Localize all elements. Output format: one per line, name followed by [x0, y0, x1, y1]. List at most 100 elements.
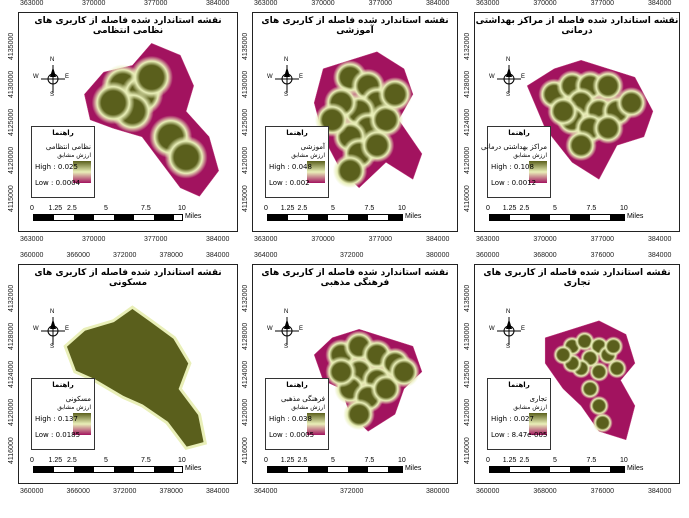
bottom-tick-label: 370000 — [533, 236, 557, 243]
legend-title: راهنما — [286, 381, 308, 390]
left-tick-label: 4124000 — [242, 360, 249, 388]
scale-tick-label: 5 — [104, 205, 108, 212]
scale-tick-label: 1.25 — [280, 457, 295, 464]
left-tick-label: 4120000 — [242, 146, 249, 174]
scale-tick-label: 2.5 — [67, 457, 77, 464]
scale-tick-label: 7.5 — [586, 205, 597, 212]
legend-layer-name: مراکز بهداشتی درمانی — [481, 143, 547, 152]
scale-tick-label: 1.25 — [502, 205, 517, 212]
scale-tick-label: 0 — [30, 457, 34, 464]
scale-tick-label: 0 — [264, 457, 268, 464]
legend-layer-name: تجاری — [529, 395, 547, 404]
bottom-tick-label: 370000 — [311, 236, 335, 243]
left-tick-label: 4116000 — [8, 437, 15, 464]
legend-title: راهنما — [286, 129, 308, 138]
map-title: نقشه استاندارد شده فاصله از مراکز بهداشت… — [475, 16, 679, 36]
compass-n-label: N — [50, 309, 55, 315]
scale-bar: 0 1.25 2.5 5 7.5 10 Miles — [264, 205, 441, 225]
bottom-tick-label: 364000 — [254, 488, 278, 495]
legend-color-ramp — [307, 161, 325, 184]
scale-tick-label: 0 — [486, 205, 490, 212]
scale-bar: 0 1.25 2.5 5 7.5 10 Miles — [30, 457, 221, 477]
scale-tick-label: 10 — [178, 205, 186, 212]
map-legend: راهنما تجاری ارزش مشابق High : 0.027 Low : 8… — [487, 378, 551, 451]
left-tick-label: 4130000 — [464, 322, 471, 350]
top-tick-label: 363000 — [20, 0, 44, 7]
legend-high-value: High : 0.137 — [35, 415, 78, 424]
legend-low-value: Low : 0.0004 — [35, 179, 81, 188]
legend-high-value: High : 0.048 — [269, 163, 312, 172]
map-canvas — [526, 60, 654, 180]
legend-title: راهنما — [52, 129, 74, 138]
map-panel-residential: 360000 366000 372000 378000 384000 360000 3660… — [4, 252, 240, 495]
scale-bar-graphic — [489, 466, 625, 473]
scale-bar-graphic — [33, 466, 183, 473]
bottom-tick-label: 360000 — [20, 488, 44, 495]
top-tick-label: 377000 — [590, 0, 615, 7]
facility-buffer — [580, 378, 601, 399]
facility-buffer — [164, 135, 208, 179]
scale-tick-label: 2.5 — [519, 205, 530, 212]
legend-layer-name: فرهنگی مذهبی — [281, 395, 325, 404]
top-tick-label: 377000 — [368, 0, 393, 7]
legend-color-ramp — [73, 413, 91, 436]
north-arrow-icon: N S E W — [267, 57, 304, 104]
scale-unit-label: Miles — [627, 213, 644, 220]
scale-bar: 0 1.25 2.5 5 7.5 10 Miles — [264, 457, 441, 477]
facility-buffer — [592, 112, 624, 145]
left-tick-label: 4135000 — [464, 284, 471, 312]
map-frame: نقشه استاندارد شده فاصله از کاربری های ن… — [18, 12, 238, 232]
scale-tick-label: 7.5 — [364, 205, 375, 212]
compass-s-label: S — [284, 92, 289, 98]
map-canvas — [313, 51, 423, 189]
left-tick-label: 4116000 — [464, 437, 471, 464]
scale-tick-label: 2.5 — [297, 205, 308, 212]
legend-low-value: Low : 0.0012 — [491, 179, 537, 188]
scale-tick-label: 5 — [553, 205, 557, 212]
left-tick-label: 4128000 — [8, 322, 15, 350]
map-canvas — [63, 305, 208, 451]
top-tick-label: 384000 — [206, 0, 230, 7]
legend-high-value: High : 0.038 — [269, 415, 312, 424]
legend-low-value: Low : 8.47e-005 — [491, 431, 548, 440]
legend-color-ramp — [73, 161, 91, 184]
facility-buffer — [359, 128, 395, 163]
scale-tick-label: 7.5 — [141, 457, 151, 464]
scale-unit-label: Miles — [627, 465, 644, 472]
compass-s-label: S — [506, 92, 511, 98]
top-tick-label: 360000 — [20, 252, 44, 259]
left-tick-label: 4120000 — [8, 146, 15, 174]
facility-buffer — [553, 344, 574, 365]
scale-tick-label: 1.25 — [48, 205, 63, 212]
left-tick-label: 4128000 — [464, 70, 471, 98]
bottom-tick-label: 378000 — [159, 488, 183, 495]
bottom-tick-label: 384000 — [648, 488, 672, 495]
compass-n-label: N — [284, 309, 289, 315]
scale-bar: 0 1.25 2.5 5 7.5 10 Miles — [486, 457, 663, 477]
top-tick-label: 377000 — [144, 0, 168, 7]
facility-buffer — [547, 95, 579, 128]
facility-buffer — [615, 87, 648, 119]
facility-buffer — [592, 412, 613, 433]
scale-tick-label: 5 — [331, 457, 335, 464]
scale-tick-label: 10 — [178, 457, 186, 464]
scale-bar: 0 1.25 2.5 5 7.5 10 Miles — [486, 205, 663, 225]
legend-layer-name: مسکونی — [65, 395, 91, 404]
compass-e-label: E — [299, 74, 304, 80]
compass-e-label: E — [65, 74, 70, 80]
scale-bar-graphic — [267, 466, 403, 473]
facility-buffer — [91, 81, 135, 125]
legend-title: راهنما — [52, 381, 74, 390]
legend-low-value: Low : 0.0185 — [35, 431, 81, 440]
left-tick-label: 4116000 — [464, 185, 471, 212]
compass-n-label: N — [506, 309, 511, 315]
scale-unit-label: Miles — [185, 465, 202, 472]
scale-tick-label: 10 — [620, 457, 628, 464]
map-title: نقشه استاندارد شده فاصله از کاربری های ن… — [34, 16, 222, 36]
legend-high-value: High : 0.025 — [35, 163, 78, 172]
compass-s-label: S — [284, 344, 289, 350]
legend-high-value: High : 0.027 — [491, 415, 534, 424]
facility-buffer — [130, 55, 174, 99]
top-tick-label: 384000 — [648, 252, 672, 259]
north-arrow-icon: N S E W — [33, 309, 69, 356]
